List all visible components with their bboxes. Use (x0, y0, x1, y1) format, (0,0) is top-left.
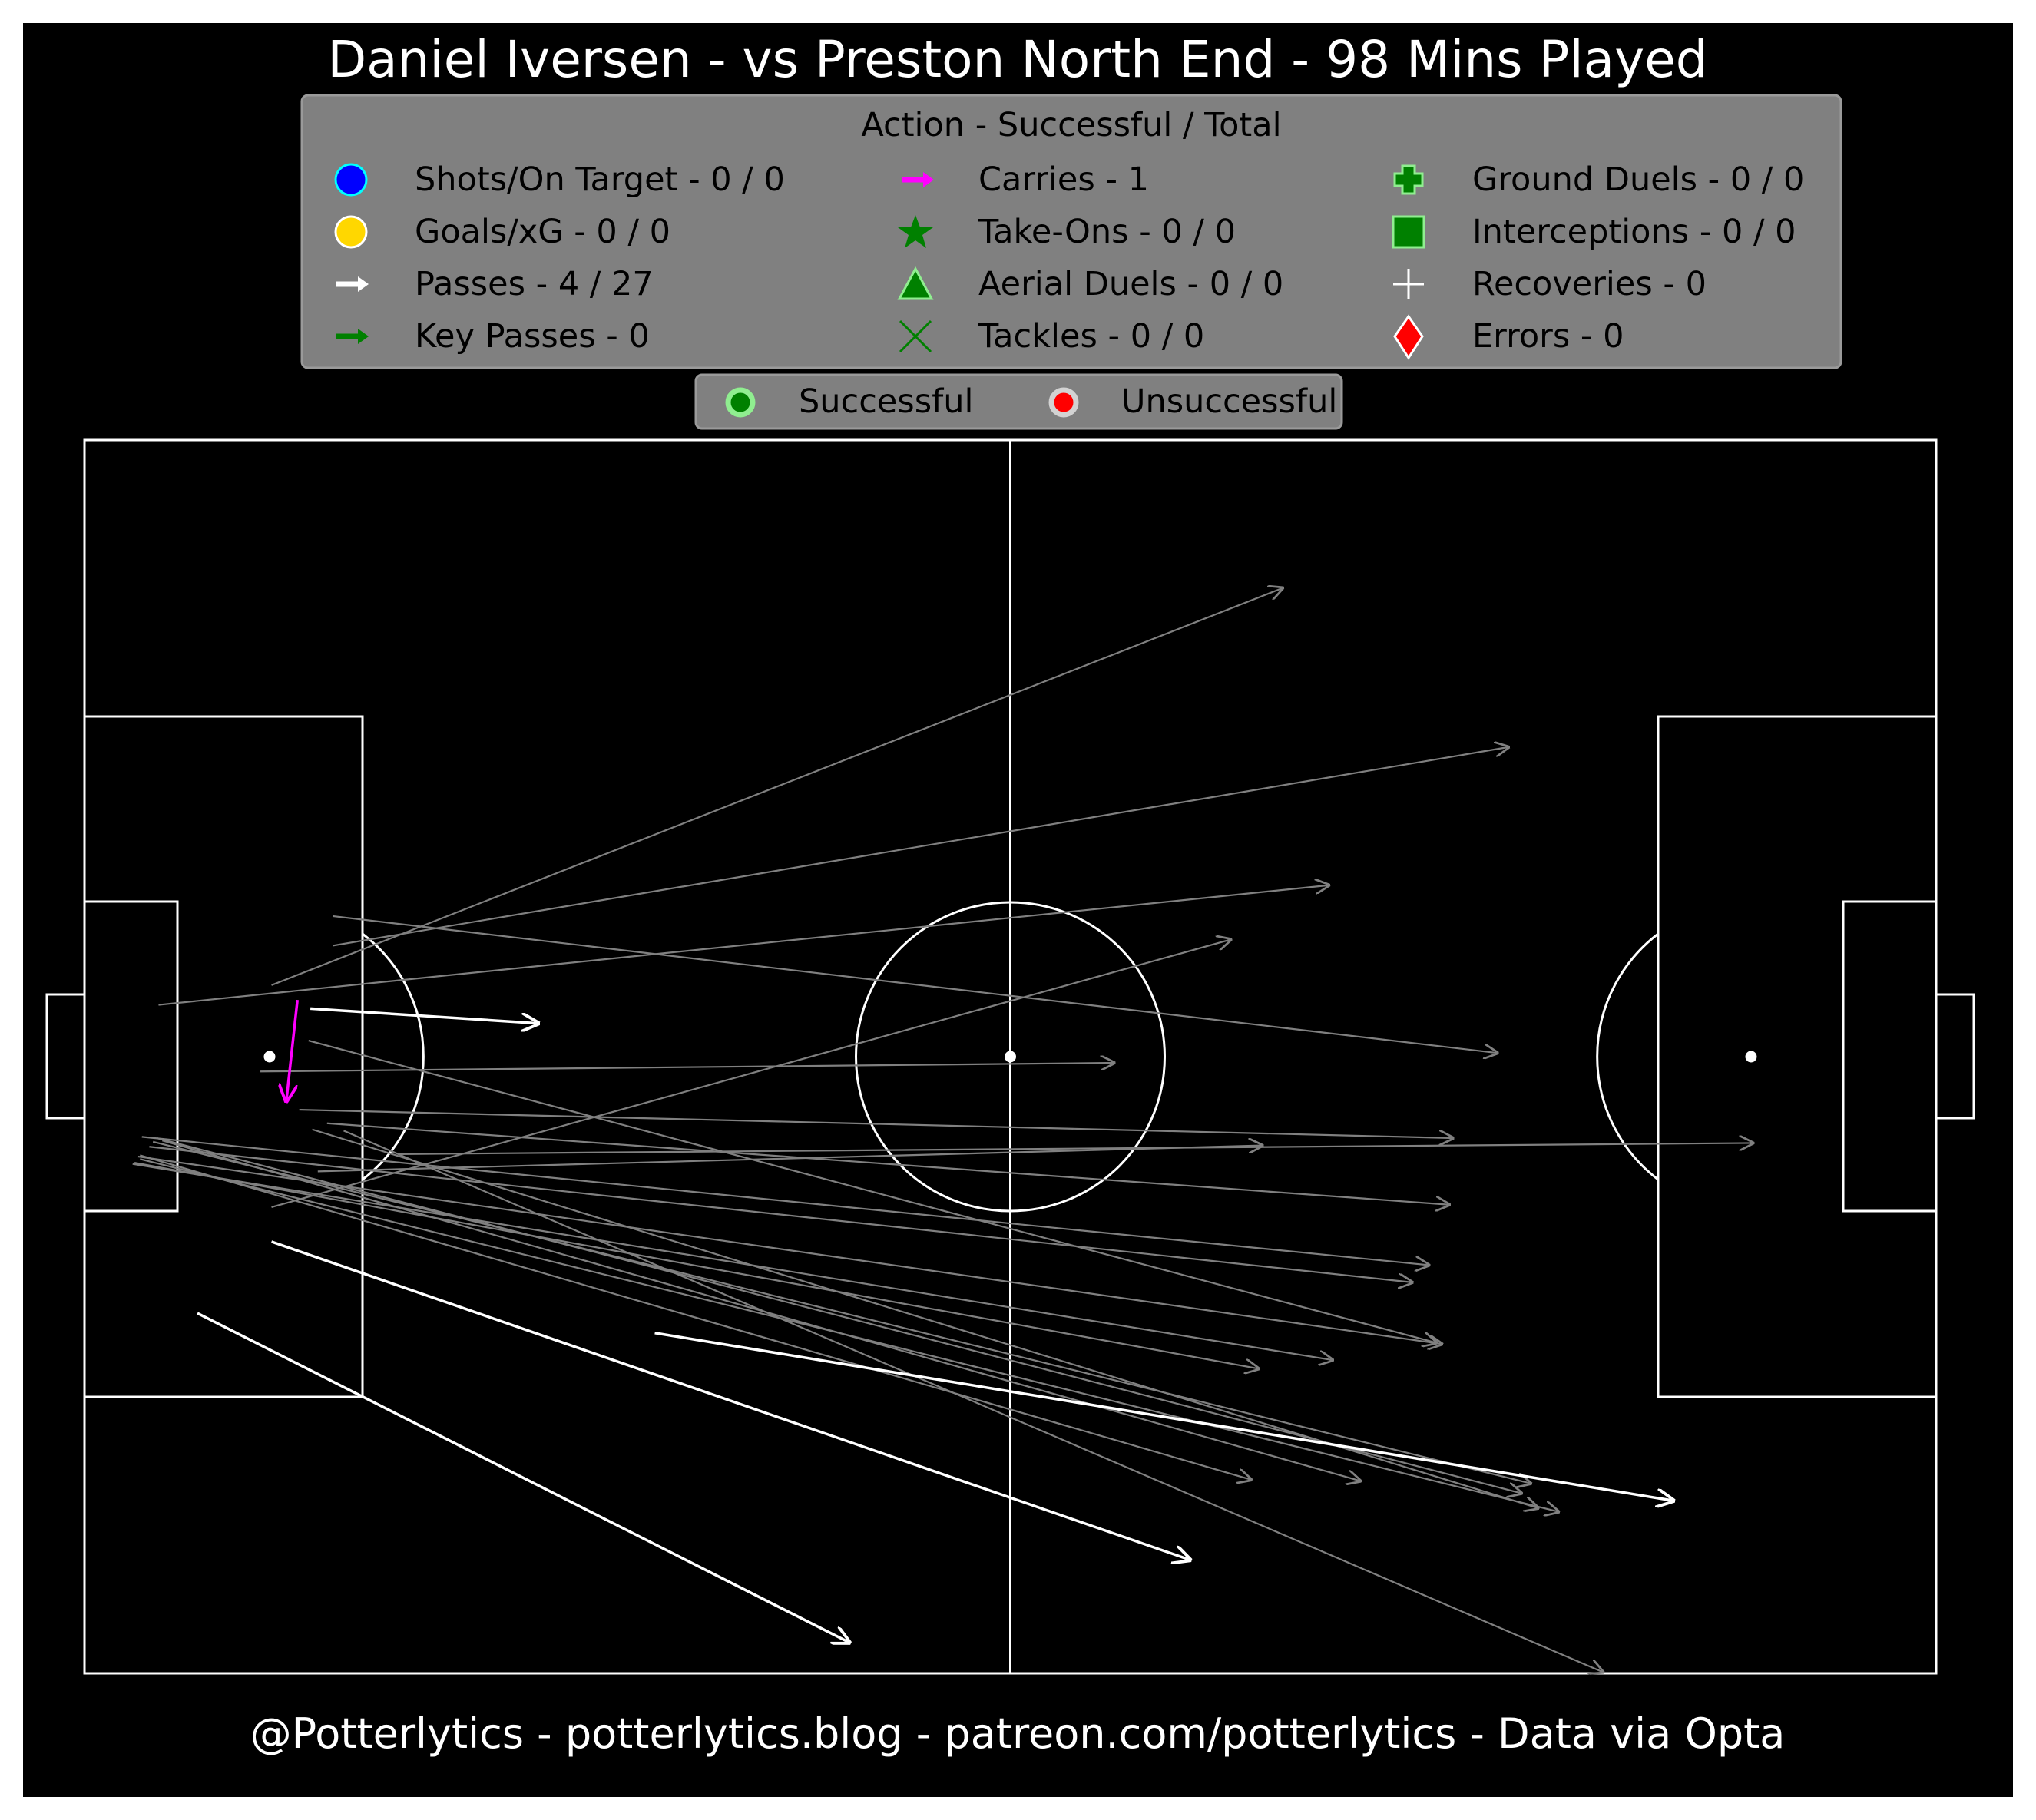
legend-label-carries: Carries - 1 (978, 160, 1149, 199)
left-penalty-arc (362, 932, 425, 1181)
magenta-arrow-icon (902, 172, 934, 187)
unsuccessful-pass-arrow (343, 1130, 1603, 1672)
carry-arrow (286, 999, 300, 1101)
outcome-legend: Successful Unsuccessful (694, 373, 1343, 430)
unsuccessful-pass-arrow (271, 588, 1283, 986)
unsuccessful-pass-arrow (399, 1143, 1753, 1155)
centre-circle (855, 901, 1166, 1213)
unsuccessful-pass-arrow (332, 915, 1498, 1053)
unsuccessful-pass-arrow (271, 939, 1231, 1208)
thin-plus-icon (1393, 269, 1424, 299)
unsuccessful-pass-arrow (132, 1163, 1333, 1360)
legend-label-ground-duels: Ground Duels - 0 / 0 (1472, 160, 1804, 199)
unsuccessful-pass-arrow (308, 1040, 1436, 1342)
left-penalty-spot (263, 1051, 276, 1063)
unsuccessful-pass-arrow (152, 1140, 1531, 1484)
diamond-icon (1393, 314, 1424, 360)
square-icon (1392, 215, 1425, 249)
legend-label-goals: Goals/xG - 0 / 0 (415, 213, 670, 251)
plus-icon (1393, 164, 1424, 195)
green-arrow-icon (336, 329, 369, 344)
white-arrow-icon (336, 276, 369, 292)
successful-pass-arrow (270, 1240, 1190, 1560)
legend-label-errors: Errors - 0 (1472, 317, 1624, 356)
unsuccessful-pass-arrow (134, 1162, 1258, 1368)
action-legend: Action - Successful / Total Shots/On Tar… (300, 94, 1842, 369)
pitch (45, 438, 1975, 1675)
unsuccessful-pass-arrow (137, 1155, 1442, 1344)
right-goal (1935, 993, 1975, 1120)
unsuccessful-pass-arrow (156, 1137, 1521, 1494)
legend-label-tackles: Tackles - 0 / 0 (978, 317, 1204, 356)
footer-credits: @Potterlytics - potterlytics.blog - patr… (250, 1709, 1786, 1758)
x-cross-icon (899, 319, 932, 353)
unsuccessful-pass-arrow (140, 1158, 1558, 1511)
unsuccessful-pass-arrow (299, 1108, 1453, 1138)
unsuccessful-pass-arrow (260, 1063, 1114, 1073)
successful-pass-arrow (197, 1312, 849, 1643)
legend-label-key-passes: Key Passes - 0 (415, 317, 650, 356)
successful-passes (197, 1007, 1673, 1643)
unsuccessful-passes (132, 588, 1753, 1673)
outcome-label-successful: Successful (799, 382, 973, 421)
chart-title: Daniel Iversen - vs Preston North End - … (327, 30, 1707, 89)
right-penalty-arc (1596, 932, 1659, 1181)
unsuccessful-pass-arrow (158, 885, 1329, 1006)
unsuccessful-pass-arrow (332, 747, 1508, 947)
legend-label-recoveries: Recoveries - 0 (1472, 265, 1707, 303)
unsuccessful-pass-arrow (317, 1146, 1263, 1173)
successful-pass-arrow (654, 1332, 1673, 1501)
legend-label-passes: Passes - 4 / 27 (415, 265, 654, 303)
unsuccessful-pass-arrow (141, 1136, 1429, 1265)
unsuccessful-pass-arrow (140, 1154, 1251, 1479)
left-goal (45, 993, 86, 1120)
carries (286, 999, 300, 1101)
shots-legend-icon (334, 163, 368, 197)
successful-pass-arrow (310, 1007, 538, 1023)
outcome-legend-box (694, 373, 1343, 430)
centre-spot (1005, 1051, 1016, 1063)
unsuccessful-marker-icon (1048, 387, 1079, 418)
right-penalty-area (1657, 715, 1938, 1398)
legend-label-shots: Shots/On Target - 0 / 0 (415, 160, 785, 199)
outcome-label-unsuccessful: Unsuccessful (1121, 382, 1337, 421)
legend-heading: Action - Successful / Total (861, 106, 1281, 144)
legend-label-aerial-duels: Aerial Duels - 0 / 0 (978, 265, 1283, 303)
legend-label-take-ons: Take-Ons - 0 / 0 (978, 213, 1236, 251)
legend-label-interceptions: Interceptions - 0 / 0 (1472, 213, 1796, 251)
legend-box (300, 94, 1842, 369)
unsuccessful-pass-arrow (326, 1122, 1449, 1205)
right-six-yard-box (1842, 900, 1938, 1213)
goals-legend-icon (334, 215, 368, 249)
left-penalty-area (83, 715, 364, 1398)
star-icon (898, 215, 933, 248)
unsuccessful-pass-arrow (149, 1146, 1412, 1282)
right-penalty-spot (1745, 1051, 1757, 1063)
successful-marker-icon (725, 387, 756, 418)
triangle-icon (897, 266, 934, 300)
